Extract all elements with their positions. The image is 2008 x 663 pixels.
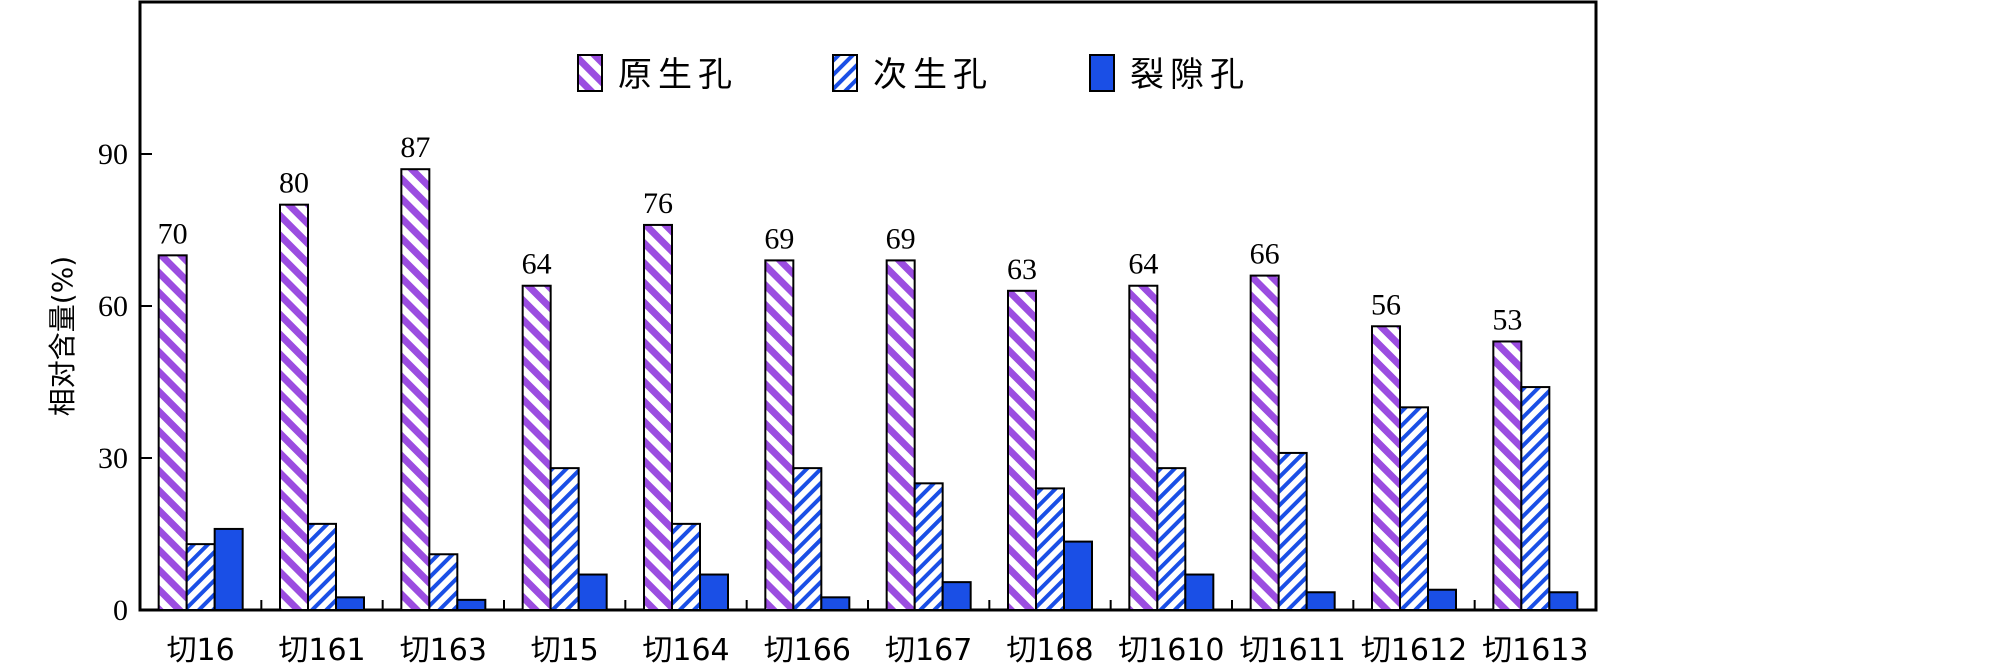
bar-primary [400, 168, 431, 611]
y-axis: 0 30 60 90 [98, 138, 152, 627]
bar-fracture [941, 581, 972, 612]
data-label: 70 [158, 217, 188, 250]
data-label: 80 [279, 167, 309, 200]
bar-fracture [335, 596, 365, 611]
x-axis: 切16 切161 切163 切15 切164 切166 切167 切168 切1610 切1611… [167, 600, 1589, 663]
bar-secondary [307, 522, 337, 611]
legend-swatch [577, 54, 603, 92]
data-label: 66 [1250, 238, 1280, 271]
x-tick-label: 切161 [278, 633, 365, 663]
x-tick-label: 切1613 [1482, 633, 1588, 663]
legend: 原生孔 次生孔 裂隙孔 [577, 54, 1250, 95]
x-tick-label: 切1611 [1239, 633, 1345, 663]
data-label: 69 [886, 222, 916, 255]
y-tick-label: 30 [98, 442, 128, 475]
bar-primary [764, 259, 795, 611]
bar-primary [157, 254, 188, 611]
bar-primary [885, 259, 916, 611]
bar-fracture [1063, 540, 1093, 611]
bar-secondary [1399, 406, 1429, 612]
legend-label: 次生孔 [873, 55, 993, 95]
bar-primary [521, 284, 552, 611]
bar-primary [1007, 289, 1037, 611]
bar-secondary [1520, 386, 1551, 612]
bar-primary [1249, 274, 1280, 611]
data-label: 76 [643, 187, 673, 220]
x-tick-label: 切164 [642, 633, 729, 663]
bar-fracture [1548, 591, 1579, 611]
x-tick-label: 切163 [400, 633, 487, 663]
bar-fracture [699, 573, 729, 611]
legend-label: 裂隙孔 [1130, 55, 1250, 95]
legend-swatch [1089, 54, 1115, 92]
bar-secondary [428, 553, 459, 611]
data-label: 56 [1371, 288, 1401, 321]
data-label: 64 [1128, 248, 1158, 281]
bar-secondary [185, 543, 216, 612]
x-tick-label: 切1610 [1118, 633, 1224, 663]
bar-fracture [820, 596, 851, 611]
bar-primary [1128, 284, 1159, 611]
x-tick-label: 切1612 [1361, 633, 1467, 663]
bar-fracture [1427, 588, 1457, 612]
x-tick-label: 切15 [531, 633, 599, 663]
legend-swatch [832, 54, 858, 92]
bar-primary [1371, 325, 1401, 611]
x-tick-label: 切166 [764, 633, 851, 663]
y-axis-label: 相对含量(%) [46, 256, 79, 416]
data-label: 69 [764, 222, 794, 255]
y-tick-label: 90 [98, 138, 128, 171]
bar-primary [279, 203, 309, 612]
bar-fracture [577, 573, 608, 611]
bar-fracture [1305, 591, 1336, 611]
data-label: 64 [522, 248, 552, 281]
bar-secondary [1035, 487, 1065, 611]
bar-secondary [549, 467, 580, 611]
bar-fracture [1184, 573, 1215, 611]
bar-fracture [213, 527, 244, 612]
y-tick-label: 0 [113, 594, 128, 627]
y-tick-label: 60 [98, 290, 128, 323]
data-label: 63 [1007, 253, 1037, 286]
x-tick-label: 切16 [167, 633, 235, 663]
bar-primary [1492, 340, 1523, 611]
data-labels: 70 80 87 64 76 69 69 63 64 66 56 53 [158, 131, 1523, 336]
bar-primary [643, 223, 673, 612]
bar-fracture [456, 598, 487, 611]
bar-secondary [1156, 467, 1187, 611]
bar-secondary [792, 467, 823, 611]
bar-secondary [1277, 451, 1308, 611]
x-tick-label: 切168 [1006, 633, 1093, 663]
legend-label: 原生孔 [618, 55, 738, 95]
bars [157, 168, 1579, 612]
data-label: 53 [1492, 303, 1522, 336]
x-tick-label: 切167 [885, 633, 972, 663]
bar-secondary [913, 482, 944, 612]
data-label: 87 [400, 131, 430, 164]
bar-secondary [671, 522, 701, 611]
